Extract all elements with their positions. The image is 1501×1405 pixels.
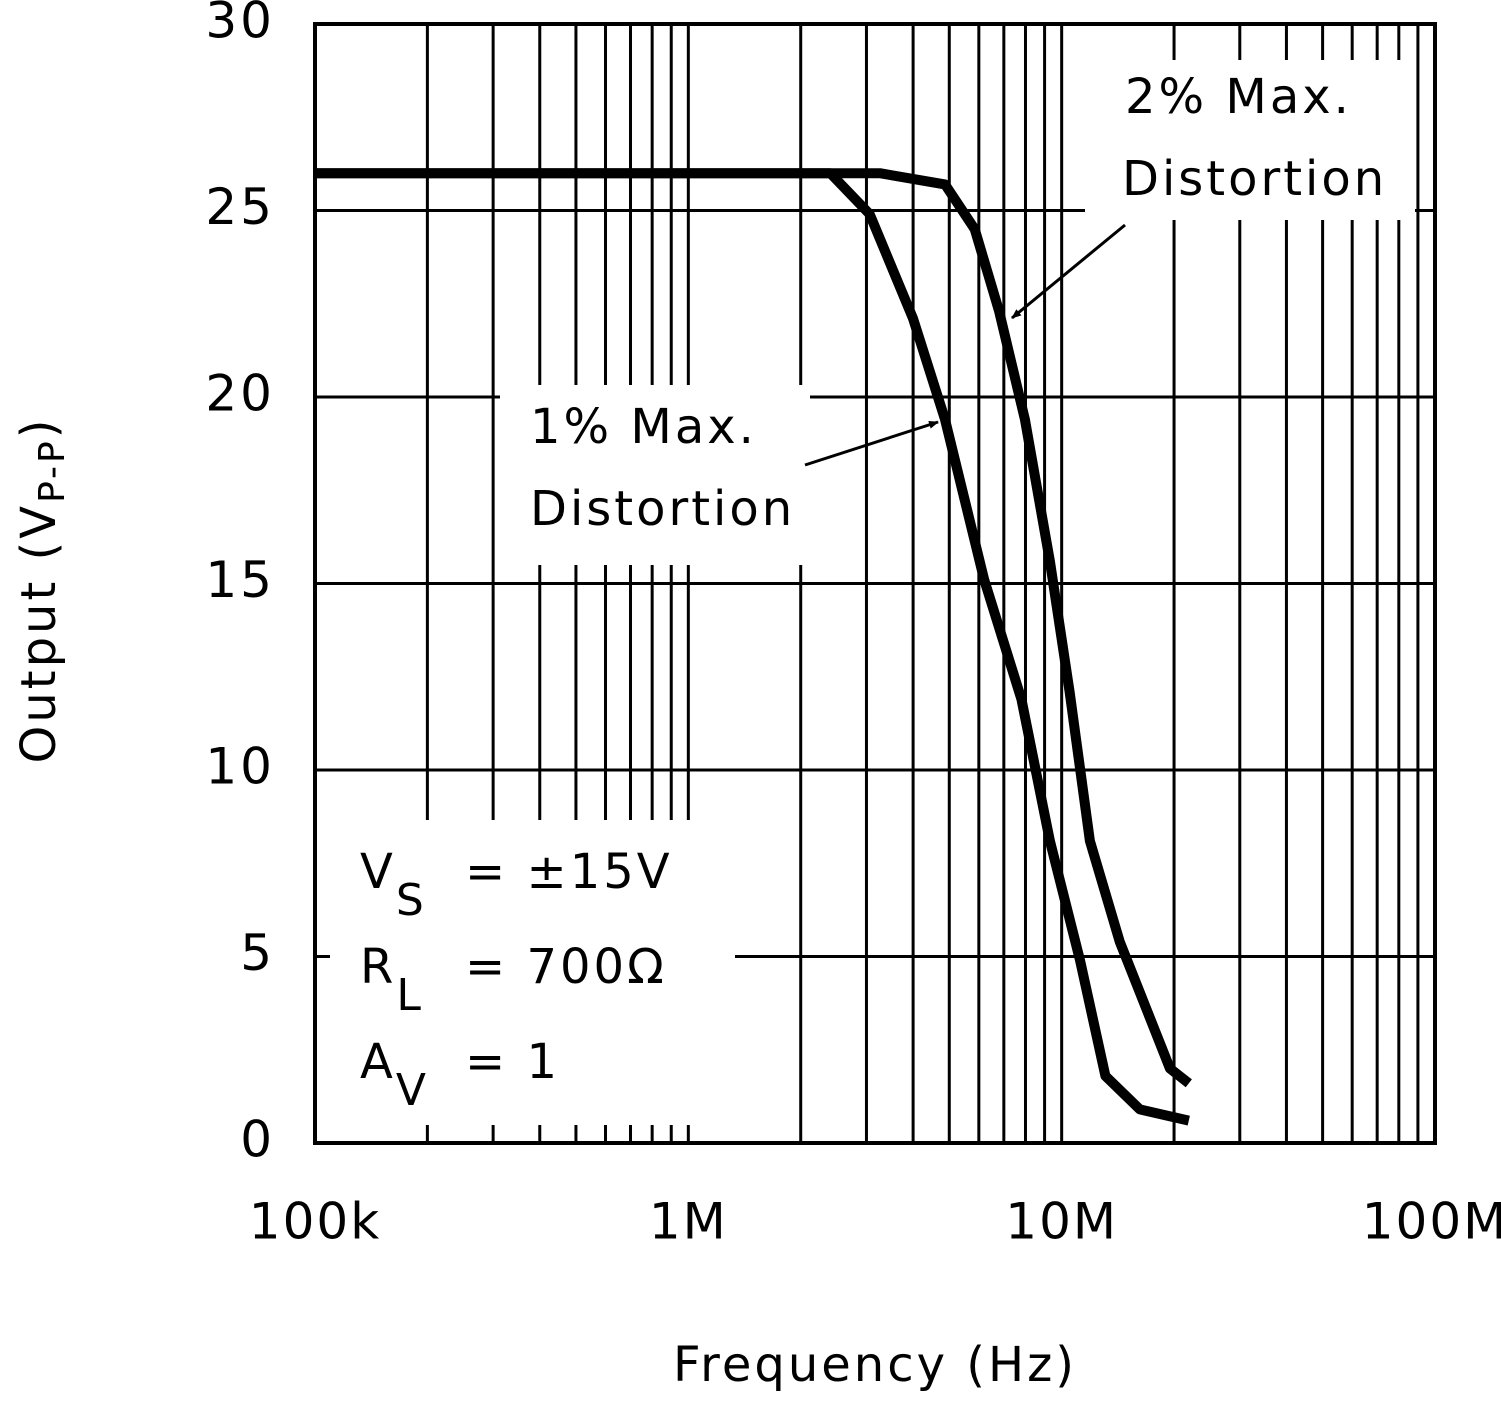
condition-text: = 700Ω (465, 939, 667, 995)
y-label-text: Output (V (11, 503, 67, 764)
condition-text: = 1 (465, 1034, 560, 1090)
label-bg (500, 385, 810, 565)
condition: RL = 700Ω (360, 939, 667, 1021)
y-tick-label: 5 (240, 924, 275, 982)
condition-text: = ±15V (465, 844, 673, 900)
series-line (315, 168, 1190, 1126)
condition: AV = 1 (360, 1034, 560, 1116)
y-label-end: ) (11, 417, 67, 439)
plot-frame (313, 22, 1437, 1145)
x-axis-label: Frequency (Hz) (673, 1337, 1077, 1393)
annotation: Distortion (1122, 151, 1387, 207)
condition-sub: S (396, 875, 427, 926)
condition-sub: V (396, 1065, 429, 1116)
label-bg (1085, 60, 1415, 220)
x-tick-label: 100k (249, 1193, 381, 1251)
condition-symbol: V (360, 844, 396, 900)
x-tick-label: 100M (1362, 1193, 1501, 1251)
y-tick-label: 25 (205, 178, 275, 236)
label-bg (330, 820, 735, 1125)
condition-symbol: R (360, 939, 396, 995)
x-tick-label: 1M (649, 1193, 728, 1251)
annotation: 2% Max. (1125, 69, 1352, 125)
condition-symbol: A (360, 1034, 396, 1090)
series (315, 168, 1192, 1126)
y-axis-label: Output (VP-P) (11, 417, 73, 764)
y-tick-label: 30 (205, 0, 275, 50)
y-tick-label: 15 (205, 551, 275, 609)
condition-sub: L (396, 970, 424, 1021)
condition: VS = ±15V (360, 844, 673, 926)
annotation: Distortion (530, 481, 795, 537)
label-backgrounds (330, 60, 1415, 1125)
y-label-sub: P-P (32, 438, 73, 503)
annotation: 1% Max. (530, 399, 757, 455)
annotation-arrow (804, 420, 939, 467)
y-tick-label: 10 (205, 738, 275, 796)
series-line (315, 168, 1192, 1088)
annotation-arrow (1011, 223, 1126, 320)
y-tick-label: 20 (205, 365, 275, 423)
y-tick-label: 0 (240, 1111, 275, 1169)
x-tick-label: 10M (1005, 1193, 1118, 1251)
